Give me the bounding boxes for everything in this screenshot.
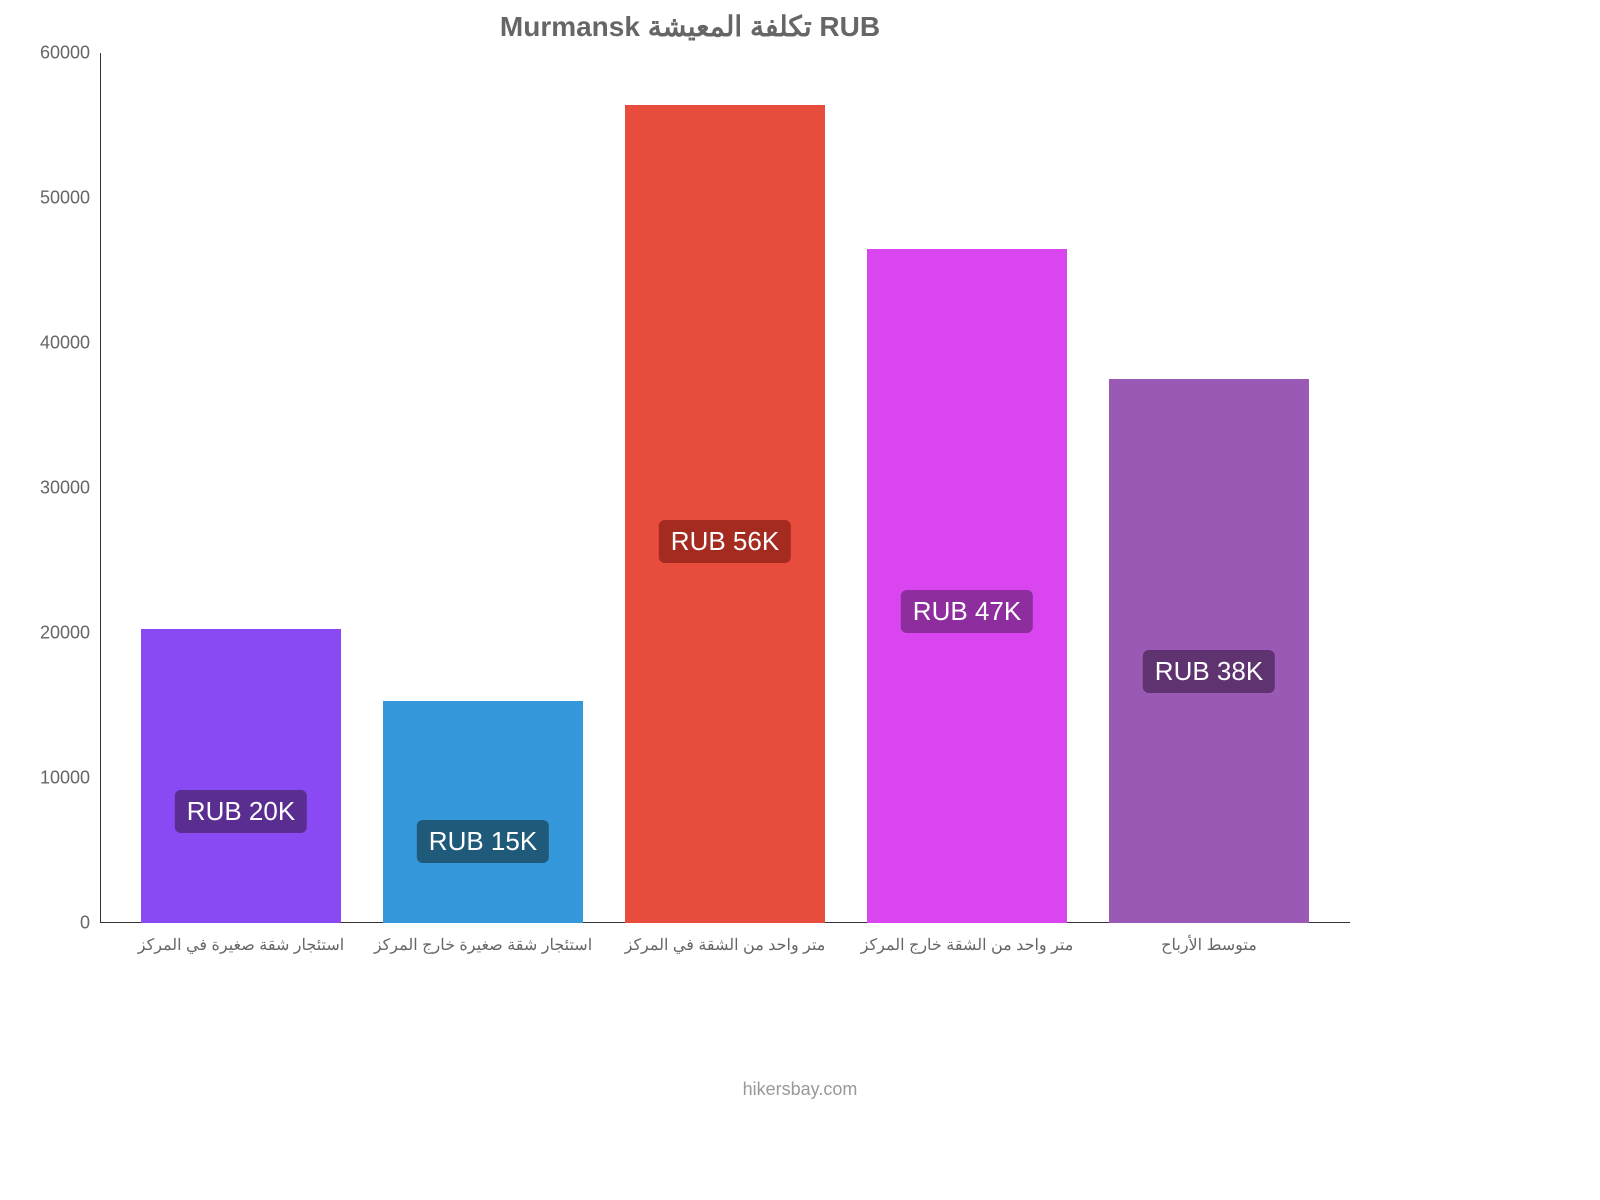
bar-value-label: RUB 56K xyxy=(659,520,791,563)
chart-container: Murmansk تكلفة المعيشة RUB 0 10000 20000 30… xyxy=(40,10,1340,1010)
chart-title: Murmansk تكلفة المعيشة RUB xyxy=(40,10,1340,43)
bars-area: RUB 20K RUB 15K RUB 56K RUB 47K RUB 38K xyxy=(100,53,1350,923)
y-tick-label: 10000 xyxy=(40,768,90,789)
bar-wrapper: RUB 47K xyxy=(852,249,1082,923)
bar: RUB 20K xyxy=(141,629,341,923)
bar-wrapper: RUB 38K xyxy=(1094,379,1324,923)
y-tick-label: 0 xyxy=(80,913,90,934)
bar-value-label: RUB 15K xyxy=(417,820,549,863)
plot-area: 0100002000030000400005000060000 RUB 20KR… xyxy=(100,53,1350,923)
bar: RUB 15K xyxy=(383,701,583,923)
footer-attribution: hikersbay.com xyxy=(743,1079,858,1100)
bar: RUB 38K xyxy=(1109,379,1309,923)
bar-value-label: RUB 20K xyxy=(175,790,307,833)
x-category-label: استئجار شقة صغيرة خارج المركز xyxy=(368,935,598,955)
x-category-label: متر واحد من الشقة في المركز xyxy=(610,935,840,955)
bar: RUB 56K xyxy=(625,105,825,923)
x-category-label: متر واحد من الشقة خارج المركز xyxy=(852,935,1082,955)
x-category-label: متوسط الأرباح xyxy=(1094,935,1324,955)
x-labels: استئجار شقة صغيرة في المركز استئجار شقة ص… xyxy=(100,935,1350,955)
bar-value-label: RUB 47K xyxy=(901,590,1033,633)
y-axis: 0100002000030000400005000060000 xyxy=(40,53,95,923)
bar: RUB 47K xyxy=(867,249,1067,923)
bar-value-label: RUB 38K xyxy=(1143,650,1275,693)
y-tick-label: 50000 xyxy=(40,188,90,209)
y-tick-label: 20000 xyxy=(40,623,90,644)
y-tick-label: 60000 xyxy=(40,43,90,64)
y-tick-label: 40000 xyxy=(40,333,90,354)
y-tick-label: 30000 xyxy=(40,478,90,499)
x-category-label: استئجار شقة صغيرة في المركز xyxy=(126,935,356,955)
bar-wrapper: RUB 56K xyxy=(610,105,840,923)
bar-wrapper: RUB 20K xyxy=(126,629,356,923)
bar-wrapper: RUB 15K xyxy=(368,701,598,923)
